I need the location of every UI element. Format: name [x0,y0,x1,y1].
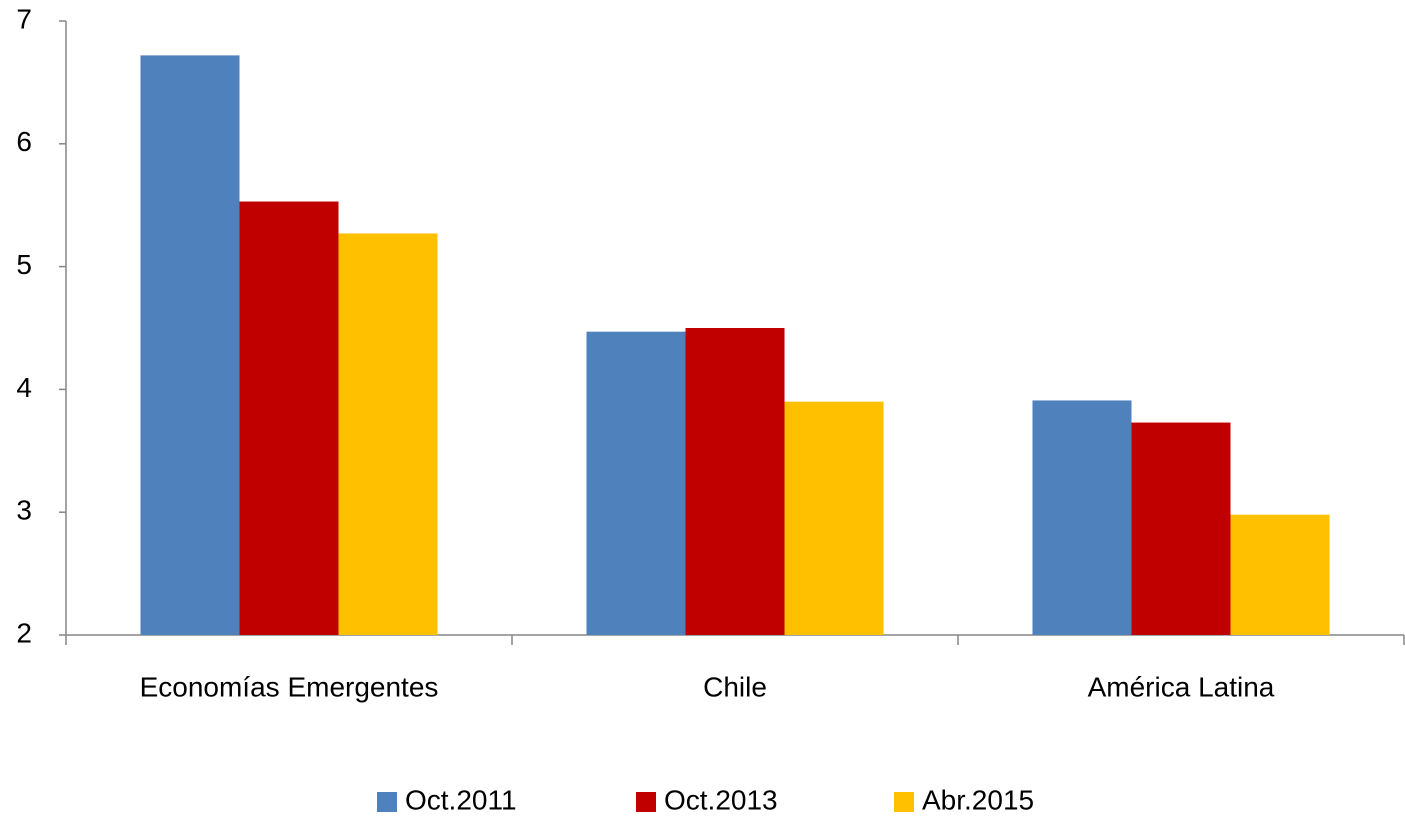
legend-label: Oct.2011 [405,784,517,815]
bar [1032,400,1132,635]
legend-swatch [377,792,397,812]
x-tick-label: Chile [703,671,767,702]
y-tick-label: 2 [16,617,32,648]
x-tick-label: América Latina [1088,671,1275,702]
y-tick-label: 6 [16,126,32,157]
y-tick-label: 4 [16,372,32,403]
y-tick-label: 3 [16,495,32,526]
legend-swatch [636,792,656,812]
legend-label: Oct.2013 [664,784,778,815]
bar [1230,514,1330,635]
legend-label: Abr.2015 [922,784,1034,815]
bar [140,55,240,636]
bar [1131,422,1231,635]
legend-swatch [894,792,914,812]
x-tick-label: Economías Emergentes [140,671,439,702]
bar [784,401,884,635]
bar [685,328,785,635]
bar [586,331,686,635]
y-tick-label: 5 [16,249,32,280]
y-tick-label: 7 [16,3,32,34]
bar [239,201,339,636]
bar [338,233,438,635]
